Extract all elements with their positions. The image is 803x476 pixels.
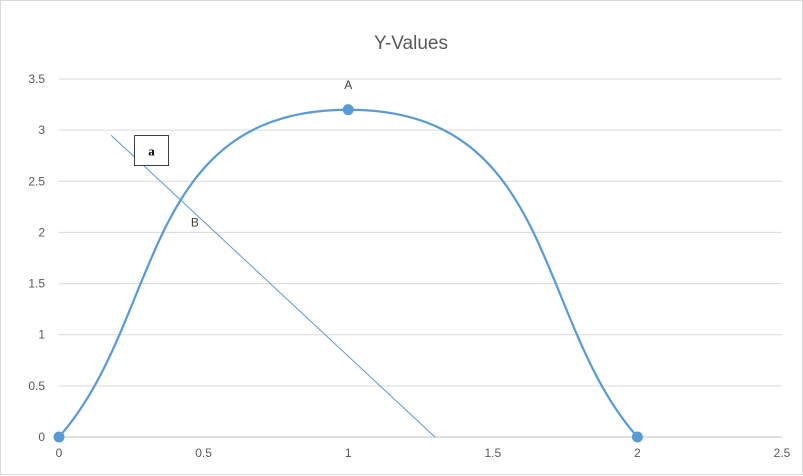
textbox-layer: a bbox=[134, 135, 169, 166]
annotation-label: B bbox=[191, 215, 199, 229]
textbox-label: a bbox=[148, 144, 155, 159]
annotation-layer: AB bbox=[191, 78, 352, 229]
textbox-frame bbox=[134, 135, 169, 166]
x-tick-label: 2 bbox=[634, 446, 641, 460]
gridlines bbox=[59, 78, 782, 387]
y-tick-label: 2 bbox=[38, 225, 45, 239]
series-layer bbox=[53, 104, 643, 443]
chart-title: Y-Values bbox=[374, 33, 448, 54]
straight-line-segment bbox=[110, 134, 436, 438]
x-tick-label: 1 bbox=[345, 446, 352, 460]
y-tick-label: 2.5 bbox=[28, 174, 45, 188]
annotation-label: A bbox=[344, 78, 352, 92]
x-tick-label: 0.5 bbox=[195, 446, 212, 460]
y-tick-label: 0 bbox=[38, 430, 45, 444]
data-point-marker bbox=[631, 431, 643, 443]
y-tick-label: 3 bbox=[38, 123, 45, 137]
data-point-marker bbox=[342, 104, 354, 116]
x-tick-label: 0 bbox=[56, 446, 63, 460]
line-segment-layer bbox=[110, 134, 436, 438]
x-tick-labels: 0 0.5 1 1.5 2 2.5 bbox=[56, 446, 791, 460]
data-point-marker bbox=[53, 431, 65, 443]
y-tick-label: 1 bbox=[38, 328, 45, 342]
y-tick-label: 1.5 bbox=[28, 277, 45, 291]
x-tick-label: 2.5 bbox=[774, 446, 791, 460]
x-tick-label: 1.5 bbox=[484, 446, 501, 460]
y-tick-labels: 0 0.5 1 1.5 2 2.5 3 3.5 bbox=[28, 72, 45, 444]
y-tick-label: 3.5 bbox=[28, 72, 45, 86]
y-tick-label: 0.5 bbox=[28, 379, 45, 393]
